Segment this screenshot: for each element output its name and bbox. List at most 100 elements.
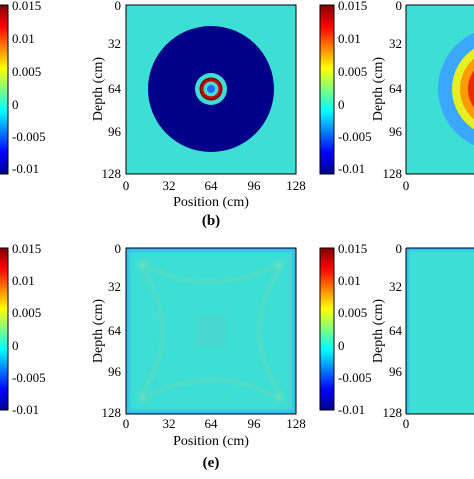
- y-tick-label: 64: [389, 323, 403, 338]
- x-axis-label: Position (cm): [173, 195, 249, 210]
- heatmap-center-square: [196, 316, 226, 346]
- x-tick-label: 0: [403, 416, 410, 431]
- y-tick-label: 32: [389, 36, 402, 51]
- heatmap-arc-bottom: [138, 377, 284, 403]
- heatmap-edge-left: [406, 248, 412, 414]
- colorbar-bar: [0, 247, 9, 411]
- y-ticks: 0 32 64 96 128: [383, 0, 403, 181]
- colorbar-tick-label: 0.01: [338, 31, 361, 46]
- heatmap-background: [406, 248, 474, 414]
- colorbar-ticks: 0.015 0.01 0.005 0 -0.005 -0.01: [338, 241, 372, 417]
- heatmap-edge-right: [288, 248, 296, 414]
- colorbar-tick-label: 0.005: [12, 64, 41, 79]
- heatmap-edge-top: [406, 248, 474, 254]
- colorbar-tick-label: 0.015: [338, 0, 367, 13]
- heatmap-arc-left: [137, 263, 165, 399]
- y-axis-label: Depth (cm): [371, 299, 386, 363]
- y-tick-label: 0: [396, 0, 403, 13]
- colorbar-tick-label: -0.005: [338, 129, 372, 144]
- heatmap-corner-spot: [270, 256, 288, 274]
- x-tick-label: 64: [205, 416, 219, 431]
- heatmap-corner-spot: [134, 388, 152, 406]
- heatmap-arc-right: [257, 263, 285, 399]
- heatmap-arc-top: [138, 259, 284, 285]
- x-tick-label: 0: [403, 178, 410, 193]
- y-tick-label: 64: [108, 81, 122, 96]
- y-axis-label: Depth (cm): [91, 57, 106, 121]
- panel-label: (b): [202, 213, 220, 229]
- y-tick-label: 32: [108, 279, 121, 294]
- colorbar-tick-label: 0.01: [12, 273, 35, 288]
- colorbar-tick-label: 0.015: [338, 241, 367, 256]
- heatmap-panel-right-top: 0 32 64 96 128 0 Depth (cm): [371, 0, 474, 193]
- y-tick-label: 64: [108, 323, 122, 338]
- colorbar-bar: [319, 4, 335, 175]
- heatmap-ring-orange: [460, 58, 474, 120]
- heatmap-panel-b: 0 32 64 96 128 0 32 64 96 128 Depth (cm)…: [91, 0, 306, 229]
- y-tick-label: 128: [102, 405, 122, 420]
- x-tick-label: 96: [248, 416, 262, 431]
- heatmap-edge-bottom: [126, 406, 296, 414]
- colorbar-tick-label: -0.01: [338, 402, 365, 417]
- colorbar-tick-label: 0.01: [338, 273, 361, 288]
- x-tick-label: 64: [205, 178, 219, 193]
- plot-frame: [125, 247, 297, 415]
- colorbar-mid-bottom: 0.015 0.01 0.005 0 -0.005 -0.01: [319, 241, 372, 417]
- y-tick-label: 96: [389, 364, 403, 379]
- colorbar-ticks: 0.015 0.01 0.005 0 -0.005 -0.01: [338, 0, 372, 176]
- colorbar-tick-label: 0.005: [338, 305, 367, 320]
- colorbar-tick-label: 0: [12, 97, 19, 112]
- x-tick-label: 32: [163, 178, 176, 193]
- colorbar-tick-label: 0: [12, 338, 19, 353]
- x-tick-label: 0: [123, 416, 130, 431]
- heatmap-center-blue: [207, 85, 215, 93]
- y-axis-label: Depth (cm): [371, 57, 386, 121]
- x-tick-label: 32: [163, 416, 176, 431]
- colorbar-ticks: 0.015 0.01 0.005 0 -0.005 -0.01: [12, 241, 46, 417]
- x-tick-label: 128: [286, 416, 306, 431]
- colorbar-bar: [319, 247, 335, 411]
- heatmap-corner-spot: [270, 388, 288, 406]
- y-axis-label: Depth (cm): [91, 299, 106, 363]
- y-ticks: 0 32 64 96 128: [102, 241, 122, 420]
- colorbar-tick-label: -0.005: [338, 370, 372, 385]
- colorbar-tick-label: 0: [338, 97, 345, 112]
- colorbar-tick-label: 0.005: [12, 305, 41, 320]
- colorbar-tick-label: 0.01: [12, 31, 35, 46]
- colorbar-tick-label: -0.01: [338, 161, 365, 176]
- y-tick-label: 128: [383, 405, 403, 420]
- x-tick-label: 128: [286, 178, 306, 193]
- heatmap-panel-right-bottom: 0 32 64 96 128 0 Depth (cm): [371, 241, 474, 431]
- colorbar-tick-label: -0.005: [12, 129, 46, 144]
- colorbar-tick-label: -0.01: [12, 161, 39, 176]
- y-tick-label: 96: [108, 364, 122, 379]
- y-ticks: 0 32 64 96 128: [102, 0, 122, 181]
- colorbar-tick-label: -0.01: [12, 402, 39, 417]
- x-tick-label: 96: [248, 178, 262, 193]
- heatmap-panel-e: 0 32 64 96 128 0 32 64 96 128 Depth (cm)…: [91, 241, 306, 471]
- y-tick-label: 128: [383, 166, 403, 181]
- x-ticks: 0 32 64 96 128: [123, 178, 306, 193]
- y-tick-label: 64: [389, 81, 403, 96]
- colorbar-tick-label: 0.015: [12, 241, 41, 256]
- heatmap-ring-red: [468, 70, 474, 108]
- y-tick-label: 0: [396, 241, 403, 256]
- heatmap-edge-top: [126, 248, 296, 256]
- x-tick-label: 0: [123, 178, 130, 193]
- y-tick-label: 0: [115, 241, 122, 256]
- y-tick-label: 32: [108, 36, 121, 51]
- y-ticks: 0 32 64 96 128: [383, 241, 403, 420]
- colorbar-tick-label: -0.005: [12, 370, 46, 385]
- y-tick-label: 0: [115, 0, 122, 13]
- plot-frame: [125, 4, 297, 175]
- colorbar-left-top: 0.015 0.01 0.005 0 -0.005 -0.01: [0, 0, 46, 176]
- colorbar-tick-label: 0.005: [338, 64, 367, 79]
- heatmap-corner-spot: [134, 256, 152, 274]
- heatmap-edge-left: [126, 248, 134, 414]
- colorbar-tick-label: 0: [338, 338, 345, 353]
- x-ticks: 0 32 64 96 128: [123, 416, 306, 431]
- y-tick-label: 32: [389, 279, 402, 294]
- colorbar-ticks: 0.015 0.01 0.005 0 -0.005 -0.01: [12, 0, 46, 176]
- x-axis-label: Position (cm): [173, 434, 249, 449]
